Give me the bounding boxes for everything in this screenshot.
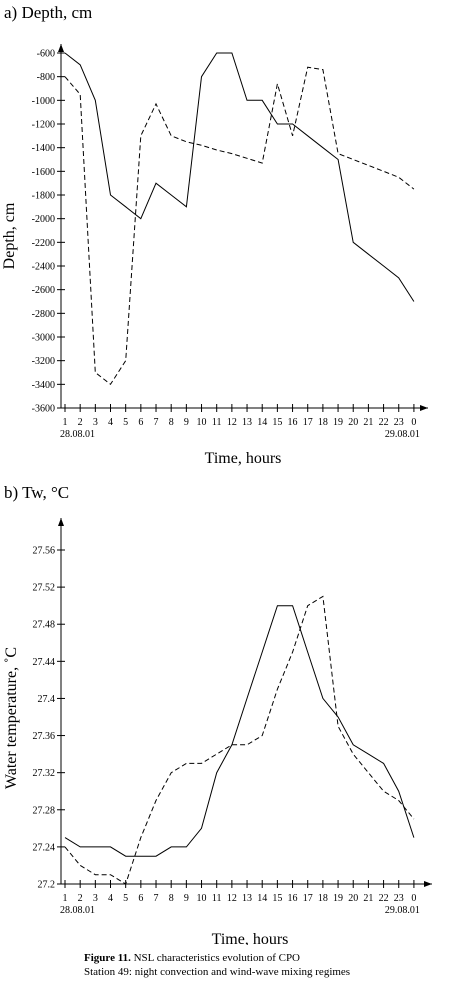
x-tick-label: 1 [63, 417, 68, 428]
y-axis-label: Depth, cm [1, 202, 18, 269]
x-tick-label: 7 [154, 893, 159, 904]
y-tick-label: -3200 [32, 356, 55, 367]
x-tick-label: 19 [333, 893, 343, 904]
y-tick-label: -1600 [32, 167, 55, 178]
caption-text: NSL characteristics evolution of CPO [130, 952, 301, 964]
y-tick-label: 27.28 [33, 805, 56, 816]
x-tick-label: 23 [394, 417, 404, 428]
x-tick-label: 22 [379, 893, 389, 904]
water-temperature-chart: b) Tw, °C 27.2 27.24 27.28 27.32 27.36 27.4 27.… [3, 483, 432, 945]
chart-title: b) Tw, °C [4, 483, 69, 502]
x-tick-label: 16 [288, 417, 298, 428]
x-tick-label: 14 [257, 417, 267, 428]
x-tick-label: 17 [303, 893, 313, 904]
x-tick-label: 4 [108, 417, 113, 428]
y-tick-label: -800 [37, 72, 55, 83]
y-tick-label: 27.44 [33, 657, 56, 668]
y-tick-label: -600 [37, 49, 55, 60]
x-tick-label: 2 [78, 893, 83, 904]
x-tick-label: 11 [212, 417, 222, 428]
x-axis-arrow [420, 405, 428, 411]
y-tick-label: -1800 [32, 191, 55, 202]
y-tick-label: 27.48 [33, 620, 56, 631]
x-tick-label: 8 [169, 893, 174, 904]
y-tick-label: 27.4 [38, 694, 56, 705]
caption-label: Figure 11. [84, 952, 131, 964]
x-tick-label: 18 [318, 417, 328, 428]
x-tick-label: 23 [394, 893, 404, 904]
caption-line2: Station 49: night convection and wind-wa… [84, 966, 351, 978]
y-tick-label: -1000 [32, 96, 55, 107]
series-line-dashed [64, 66, 415, 386]
x-tick-label: 20 [348, 893, 358, 904]
x-tick-label: 1 [63, 893, 68, 904]
series-line-dashed [64, 595, 415, 885]
x-axis-arrow [424, 881, 432, 887]
y-tick-label: -1200 [32, 120, 55, 131]
figure-svg: a) Depth, cm -600 -800 -1000 -1200 -1400 -1600… [1, 3, 432, 945]
y-tick-label: 27.2 [38, 880, 56, 891]
x-tick-label: 17 [303, 417, 313, 428]
x-date-start: 28.08.01 [60, 905, 95, 916]
x-tick-label: 19 [333, 417, 343, 428]
y-tick-label: -3400 [32, 380, 55, 391]
x-tick-label: 5 [123, 417, 128, 428]
y-tick-label: -2400 [32, 262, 55, 273]
y-tick-label: 27.56 [33, 546, 56, 557]
x-tick-label: 0 [411, 417, 416, 428]
x-tick-label: 21 [363, 893, 373, 904]
depth-chart: a) Depth, cm -600 -800 -1000 -1200 -1400 -1600… [1, 3, 428, 467]
x-tick-label: 13 [242, 417, 252, 428]
x-tick-label: 4 [108, 893, 113, 904]
x-tick-label: 21 [363, 417, 373, 428]
y-tick-label: 27.24 [33, 842, 56, 853]
y-tick-label: -3000 [32, 333, 55, 344]
x-tick-label: 16 [288, 893, 298, 904]
x-tick-label: 8 [169, 417, 174, 428]
x-tick-label: 12 [227, 417, 237, 428]
x-tick-label: 10 [197, 417, 207, 428]
y-tick-label: -2000 [32, 214, 55, 225]
x-tick-label: 9 [184, 893, 189, 904]
figure-caption: Figure 11. NSL characteristics evolution… [84, 951, 454, 979]
x-tick-label: 3 [93, 417, 98, 428]
y-tick-label: -3600 [32, 404, 55, 415]
x-tick-label: 18 [318, 893, 328, 904]
y-tick-label: -2200 [32, 238, 55, 249]
x-tick-label: 13 [242, 893, 252, 904]
x-tick-label: 5 [123, 893, 128, 904]
y-tick-label: 27.52 [33, 583, 56, 594]
x-tick-label: 15 [272, 417, 282, 428]
x-tick-label: 20 [348, 417, 358, 428]
x-axis-label: Time, hours [205, 450, 282, 467]
x-tick-label: 2 [78, 417, 83, 428]
x-tick-label: 7 [154, 417, 159, 428]
chart-title: a) Depth, cm [4, 3, 92, 22]
x-tick-label: 11 [212, 893, 222, 904]
x-tick-label: 6 [138, 893, 143, 904]
x-tick-label: 15 [272, 893, 282, 904]
x-date-end: 29.08.01 [385, 905, 420, 916]
y-tick-label: 27.36 [33, 731, 56, 742]
x-date-end: 29.08.01 [385, 429, 420, 440]
y-axis-label: Water temperature, ˚C [3, 647, 20, 789]
x-tick-label: 0 [411, 893, 416, 904]
y-tick-label: -2800 [32, 309, 55, 320]
x-date-start: 28.08.01 [60, 429, 95, 440]
y-axis-arrow [58, 44, 64, 52]
y-axis-arrow [58, 518, 64, 526]
x-tick-label: 14 [257, 893, 267, 904]
x-tick-label: 12 [227, 893, 237, 904]
series-line-solid [64, 52, 415, 302]
x-axis-label: Time, hours [212, 931, 289, 945]
x-tick-label: 22 [379, 417, 389, 428]
series-line-solid [64, 605, 415, 857]
y-tick-label: -1400 [32, 143, 55, 154]
x-tick-label: 10 [197, 893, 207, 904]
y-tick-label: -2600 [32, 285, 55, 296]
x-tick-label: 6 [138, 417, 143, 428]
y-tick-label: 27.32 [33, 768, 56, 779]
x-tick-label: 9 [184, 417, 189, 428]
x-tick-label: 3 [93, 893, 98, 904]
